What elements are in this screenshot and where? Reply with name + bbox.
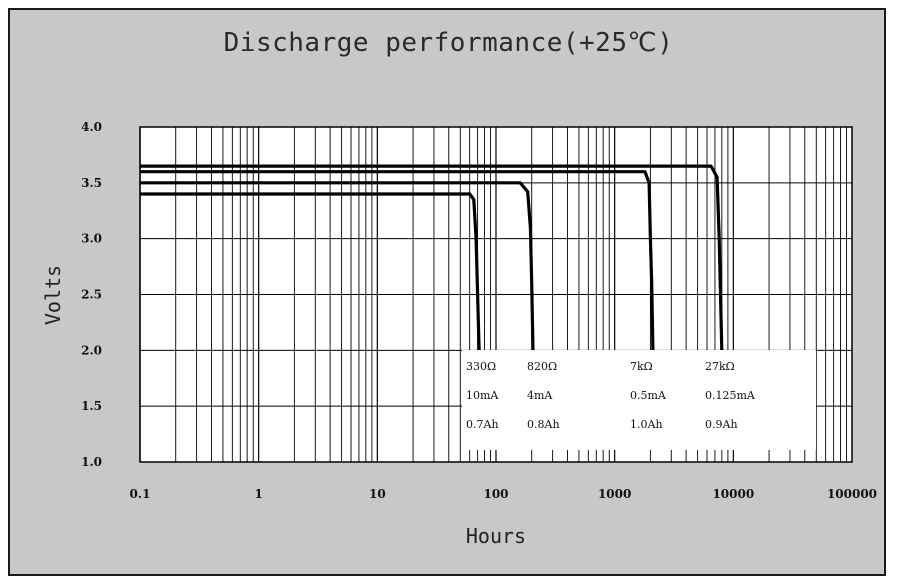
y-tick-label: 4.0 [81, 120, 102, 134]
x-tick-label: 10 [369, 487, 386, 501]
series-line-2 [140, 181, 535, 351]
x-axis-label: Hours [466, 524, 526, 548]
series-lines [140, 164, 724, 351]
legend-resistance: 820Ω [527, 360, 557, 373]
legend-capacity: 0.9Ah [705, 418, 738, 431]
legend-resistance: 7kΩ [630, 360, 653, 373]
x-tick-label: 0.1 [130, 487, 151, 501]
x-tick-label: 10000 [712, 487, 754, 501]
y-tick-label: 2.5 [81, 288, 102, 302]
y-tick-label: 1.0 [81, 455, 102, 469]
y-tick-label: 2.0 [81, 343, 102, 357]
y-axis-label: Volts [41, 265, 65, 325]
x-tick-label: 100000 [827, 487, 877, 501]
tick-labels: 0.1 1 10 100 1000 10000 100000 4.0 3.5 3.0 2.5 2.0 1… [81, 120, 877, 501]
y-tick-label: 3.5 [81, 176, 102, 190]
legend-resistance: 330Ω [466, 360, 496, 373]
series-line-3 [140, 170, 655, 351]
legend-capacity: 0.8Ah [527, 418, 560, 431]
legend-capacity: 1.0Ah [630, 418, 663, 431]
series-line-1 [140, 192, 481, 351]
y-tick-label: 1.5 [81, 399, 102, 413]
legend-current: 0.5mA [630, 389, 667, 402]
x-tick-label: 1 [254, 487, 262, 501]
y-tick-label: 3.0 [81, 232, 102, 246]
legend-capacity: 0.7Ah [466, 418, 499, 431]
x-tick-label: 1000 [598, 487, 631, 501]
chart-title: Discharge performance(+25℃) [223, 28, 674, 58]
legend-box [462, 350, 816, 450]
legend-current: 4mA [527, 389, 553, 402]
x-tick-label: 100 [483, 487, 508, 501]
legend-current: 0.125mA [705, 389, 756, 402]
legend-current: 10mA [466, 389, 499, 402]
series-line-4 [140, 164, 724, 351]
legend-resistance: 27kΩ [705, 360, 735, 373]
legend: 330Ω 10mA 0.7Ah 820Ω 4mA 0.8Ah 7kΩ 0.5mA 1.0Ah 27… [462, 350, 816, 450]
